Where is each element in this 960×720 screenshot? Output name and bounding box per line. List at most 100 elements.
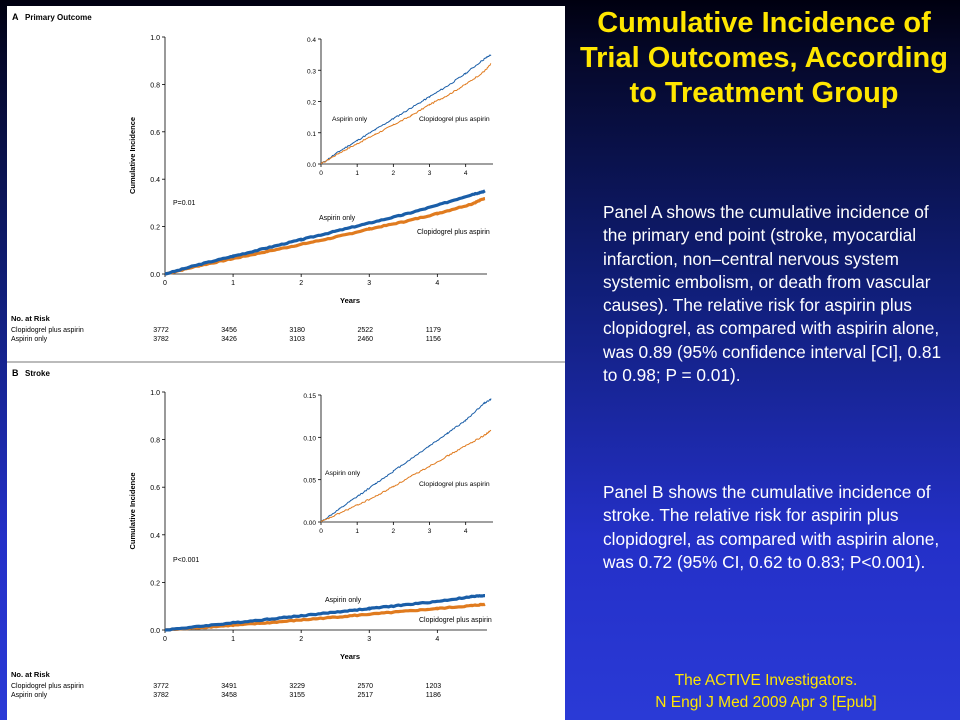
main-x-tick-label: 0 — [163, 636, 167, 643]
at-risk-value: 3782 — [153, 336, 169, 343]
series-label-aspirin: Aspirin only — [325, 597, 362, 604]
inset-y-tick-label: 0.15 — [303, 393, 316, 400]
series-line-clopidogrel — [164, 197, 486, 276]
inset-label-aspirin: Aspirin only — [325, 470, 361, 477]
at-risk-row-label: Clopidogrel plus aspirin — [11, 683, 84, 690]
at-risk-row-label: Aspirin only — [11, 692, 48, 699]
inset-y-tick-label: 0.0 — [307, 162, 316, 169]
main-x-tick-label: 4 — [435, 636, 439, 643]
main-x-tick-label: 2 — [299, 280, 303, 287]
inset-y-tick-label: 0.05 — [303, 478, 316, 485]
inset-line-aspirin — [320, 54, 492, 165]
inset-label-clopidogrel: Clopidogrel plus aspirin — [419, 481, 490, 488]
panel-letter: A — [12, 12, 19, 22]
inset-y-tick-label: 0.10 — [303, 435, 316, 442]
main-x-tick-label: 1 — [231, 636, 235, 643]
panel-title: Primary Outcome — [25, 13, 92, 22]
main-y-tick-label: 0.6 — [150, 130, 160, 137]
panel-b: B Stroke 0.0 0.2 0.4 0.6 0.8 1.0 0 1 2 3 4 Cumulative… — [11, 368, 493, 699]
main-y-tick-label: 1.0 — [150, 390, 160, 397]
series-line-clopidogrel — [164, 602, 486, 632]
series-label-clopidogrel: Clopidogrel plus aspirin — [419, 617, 492, 624]
at-risk-value: 3491 — [221, 683, 237, 690]
inset-y-tick-label: 0.00 — [303, 520, 316, 527]
at-risk-value: 1203 — [426, 683, 442, 690]
x-axis-label: Years — [340, 652, 360, 661]
at-risk-row-label: Clopidogrel plus aspirin — [11, 327, 84, 334]
inset-label-aspirin: Aspirin only — [332, 116, 368, 123]
main-y-tick-label: 0.0 — [150, 272, 160, 279]
inset-x-tick-label: 3 — [428, 528, 432, 535]
at-risk-heading: No. at Risk — [11, 670, 51, 679]
series-label-clopidogrel: Clopidogrel plus aspirin — [417, 229, 490, 236]
panel-a-description: Panel A shows the cumulative incidence o… — [603, 202, 942, 386]
at-risk-heading: No. at Risk — [11, 314, 51, 323]
inset-x-tick-label: 2 — [392, 528, 396, 535]
at-risk-value: 3782 — [153, 692, 169, 699]
p-value: P<0.001 — [173, 557, 199, 564]
at-risk-value: 3772 — [153, 327, 169, 334]
panel-a: A Primary Outcome 0.0 0.2 0.4 0.6 0.8 1.0 0 1 2 3 4 C… — [11, 12, 493, 343]
km-figure: A Primary Outcome 0.0 0.2 0.4 0.6 0.8 1.0 0 1 2 3 4 C… — [7, 12, 565, 699]
inset-x-tick-label: 0 — [319, 170, 323, 177]
panel-title: Stroke — [25, 369, 50, 378]
at-risk-value: 1156 — [426, 336, 441, 343]
inset-x-tick-label: 4 — [464, 170, 468, 177]
p-value: P=0.01 — [173, 200, 195, 207]
at-risk-value: 2570 — [357, 683, 373, 690]
y-axis-label: Cumulative Incidence — [128, 117, 137, 194]
panel-letter: B — [12, 368, 19, 378]
y-axis-label: Cumulative Incidence — [128, 472, 137, 549]
inset-x-tick-label: 4 — [464, 528, 468, 535]
main-y-tick-label: 0.2 — [150, 225, 160, 232]
main-y-tick-label: 0.6 — [150, 485, 160, 492]
slide-title: Cumulative Incidence of Trial Outcomes, … — [580, 7, 948, 109]
inset-line-aspirin — [320, 398, 492, 523]
at-risk-value: 3229 — [289, 683, 305, 690]
main-x-tick-label: 1 — [231, 280, 235, 287]
at-risk-value: 2522 — [357, 327, 373, 334]
inset-line-clopidogrel — [320, 63, 492, 165]
main-y-tick-label: 0.8 — [150, 82, 160, 89]
at-risk-value: 2460 — [357, 336, 373, 343]
at-risk-value: 3103 — [289, 336, 305, 343]
inset-x-tick-label: 0 — [319, 528, 323, 535]
figure-panel: A Primary Outcome 0.0 0.2 0.4 0.6 0.8 1.0 0 1 2 3 4 C… — [7, 6, 565, 720]
at-risk-value: 3458 — [221, 692, 237, 699]
at-risk-value: 2517 — [357, 692, 373, 699]
inset-x-tick-label: 2 — [392, 170, 396, 177]
at-risk-value: 3180 — [289, 327, 305, 334]
at-risk-value: 3772 — [153, 683, 169, 690]
inset-line-clopidogrel — [320, 429, 492, 523]
x-axis-label: Years — [340, 296, 360, 305]
inset-y-tick-label: 0.4 — [307, 37, 316, 44]
main-y-tick-label: 0.0 — [150, 628, 160, 635]
citation: The ACTIVE Investigators. N Engl J Med 2… — [586, 670, 946, 714]
main-x-tick-label: 4 — [435, 280, 439, 287]
series-line-aspirin — [164, 189, 486, 276]
main-y-tick-label: 0.4 — [150, 533, 160, 540]
at-risk-value: 3456 — [221, 327, 237, 334]
main-x-tick-label: 3 — [367, 280, 371, 287]
series-label-aspirin: Aspirin only — [319, 215, 356, 222]
panel-b-description: Panel B shows the cumulative incidence o… — [603, 482, 940, 572]
inset-x-tick-label: 1 — [355, 528, 359, 535]
inset-x-tick-label: 1 — [355, 170, 359, 177]
main-y-tick-label: 1.0 — [150, 35, 160, 42]
inset-x-tick-label: 3 — [428, 170, 432, 177]
at-risk-row-label: Aspirin only — [11, 336, 48, 343]
main-x-tick-label: 0 — [163, 280, 167, 287]
at-risk-value: 3155 — [289, 692, 305, 699]
inset-y-tick-label: 0.2 — [307, 100, 316, 107]
at-risk-value: 3426 — [221, 336, 237, 343]
series-line-aspirin — [164, 594, 486, 632]
main-x-tick-label: 3 — [367, 636, 371, 643]
citation-journal: N Engl J Med 2009 Apr 3 [Epub] — [655, 694, 877, 711]
main-x-tick-label: 2 — [299, 636, 303, 643]
inset-y-tick-label: 0.1 — [307, 131, 316, 138]
citation-authors: The ACTIVE Investigators. — [674, 672, 858, 689]
at-risk-value: 1179 — [426, 327, 441, 334]
inset-label-clopidogrel: Clopidogrel plus aspirin — [419, 116, 490, 123]
main-y-tick-label: 0.4 — [150, 177, 160, 184]
at-risk-value: 1186 — [426, 692, 441, 699]
